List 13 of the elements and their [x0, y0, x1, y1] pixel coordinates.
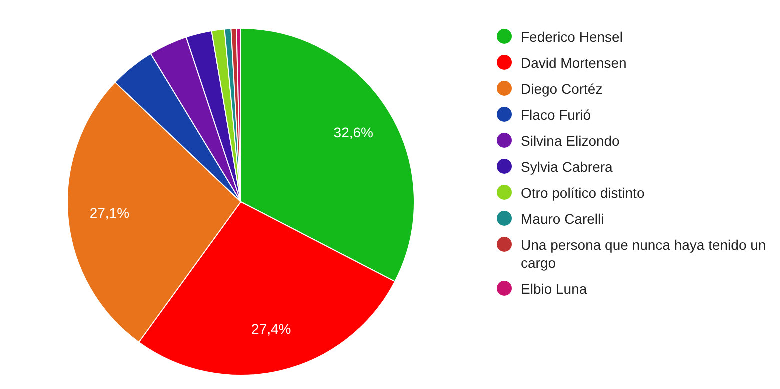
legend-label: Elbio Luna: [521, 280, 588, 298]
legend-label: Mauro Carelli: [521, 210, 604, 228]
legend-label: Otro político distinto: [521, 184, 645, 202]
legend-label: Silvina Elizondo: [521, 132, 620, 150]
legend-label: Una persona que nunca haya tenido un cargo: [521, 236, 767, 272]
legend-label: Flaco Furió: [521, 106, 592, 124]
legend-label: Federico Hensel: [521, 28, 623, 46]
data-label: 27,1%: [90, 204, 130, 221]
data-label: 32,6%: [334, 124, 374, 140]
legend-label: Diego Cortéz: [521, 80, 603, 98]
legend-label: Sylvia Cabrera: [521, 158, 613, 176]
legend-label: David Mortensen: [521, 54, 627, 72]
data-label: 27,4%: [252, 321, 292, 338]
